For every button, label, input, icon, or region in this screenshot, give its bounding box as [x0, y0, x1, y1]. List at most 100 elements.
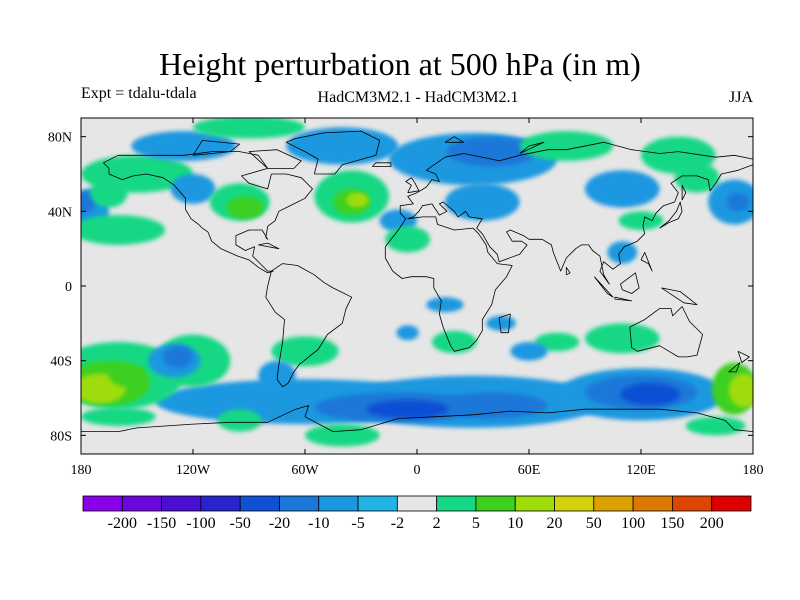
lon-tick-label: 120W: [176, 463, 211, 478]
colorbar-swatch: [239, 495, 280, 512]
lon-tick-label: 120E: [626, 463, 656, 478]
colorbar-swatch: [82, 495, 123, 512]
colorbar-label: -100: [186, 515, 215, 532]
coastline: [103, 151, 313, 274]
contour-region: [435, 392, 548, 419]
contour-region: [618, 211, 664, 230]
lon-tick-label: 60W: [291, 463, 319, 478]
figure-title: Height perturbation at 500 hPa (in m): [159, 46, 641, 82]
lon-tick-label: 60E: [518, 463, 541, 478]
coastline: [405, 177, 420, 194]
contour-region: [286, 127, 399, 165]
contour-region: [519, 131, 613, 161]
contour-region: [685, 416, 746, 436]
coastline: [614, 296, 633, 302]
coastline: [661, 287, 698, 306]
colorbar-label: -2: [391, 515, 404, 532]
contour-region: [81, 215, 165, 245]
contour-region: [510, 342, 548, 361]
contour-region: [346, 192, 369, 208]
coastline: [737, 350, 750, 363]
coastline: [285, 130, 381, 175]
contour-region: [90, 177, 128, 208]
coastlines: [81, 130, 753, 432]
colorbar-swatch: [593, 495, 634, 512]
coastline: [620, 272, 640, 294]
contour-region: [258, 360, 296, 391]
colorbar-label: -20: [269, 515, 290, 532]
colorbar-swatch: [357, 495, 398, 512]
coastline: [593, 276, 614, 298]
colorbar-label: 150: [660, 515, 684, 532]
experiment-label: Expt = tdalu-tdala: [81, 85, 197, 102]
colorbar-swatch: [632, 495, 673, 512]
colorbar-label: -50: [230, 515, 251, 532]
colorbar-swatch: [161, 495, 202, 512]
coastline: [384, 141, 753, 352]
contour-region: [620, 383, 681, 406]
colorbar-label: 200: [700, 515, 724, 532]
contour-region: [385, 226, 431, 253]
colorbar-label: -10: [308, 515, 329, 532]
colorbar-swatch: [436, 495, 477, 512]
colorbar-swatch: [121, 495, 162, 512]
coastline: [519, 141, 545, 154]
contour-region: [366, 399, 449, 419]
colorbar-swatch: [200, 495, 241, 512]
contour-region: [226, 196, 264, 219]
coastline: [498, 313, 511, 334]
coastline: [681, 184, 687, 201]
lat-tick-label: 40S: [50, 355, 72, 370]
contour-region: [431, 330, 477, 354]
coastline: [444, 136, 465, 143]
colorbar-swatch: [711, 495, 752, 512]
contour-region: [585, 170, 660, 208]
contour-region: [163, 345, 194, 369]
coastline: [248, 149, 302, 169]
coastline: [659, 201, 683, 229]
contour-region: [81, 407, 156, 427]
lat-tick-label: 80S: [50, 429, 72, 444]
colorbar-label: 50: [586, 515, 602, 532]
coastline: [192, 140, 241, 156]
lat-tick-label: 80N: [48, 131, 72, 146]
contour-region: [109, 364, 147, 387]
coastline: [629, 306, 703, 358]
colorbar-swatch: [514, 495, 555, 512]
contour-region: [446, 136, 537, 167]
colorbar-label: -200: [108, 515, 137, 532]
colorbar-label: 100: [621, 515, 645, 532]
contour-region: [728, 373, 753, 408]
lat-tick-label: 40N: [48, 205, 72, 220]
coastline: [371, 162, 392, 167]
lon-tick-label: 0: [414, 463, 421, 478]
colorbar-swatch: [318, 495, 359, 512]
contour-region: [674, 162, 720, 193]
colorbar-label: 2: [433, 515, 441, 532]
contour-region: [193, 118, 305, 139]
contour-region: [585, 323, 660, 354]
lon-tick-label: 180: [71, 463, 92, 478]
colorbar-label: 10: [507, 515, 523, 532]
colorbar-swatch: [396, 495, 438, 512]
contour-region: [726, 192, 750, 212]
coastline: [728, 362, 741, 373]
model-label: HadCM3M2.1 - HadCM3M2.1: [317, 89, 519, 106]
coastline: [640, 252, 653, 272]
contour-region: [607, 241, 638, 264]
season-label: JJA: [728, 89, 753, 106]
colorbar-swatch: [279, 495, 320, 512]
colorbar-swatch: [672, 495, 713, 512]
contour-region: [170, 174, 216, 204]
lat-tick-label: 0: [65, 280, 72, 295]
colorbar-label: 20: [547, 515, 563, 532]
contour-region: [396, 325, 419, 341]
coastline: [565, 266, 571, 276]
colorbar-label: 5: [472, 515, 480, 532]
coastline: [265, 263, 353, 388]
lon-tick-label: 180: [743, 463, 764, 478]
colorbar-swatch: [554, 495, 595, 512]
contour-region: [445, 183, 520, 221]
